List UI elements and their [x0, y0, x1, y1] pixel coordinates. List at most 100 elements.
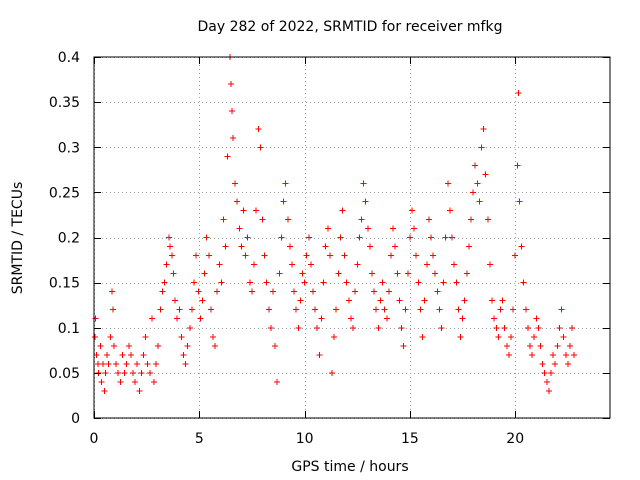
data-point-0-57 [197, 315, 204, 322]
data-point-0-58 [199, 297, 206, 304]
data-point-0-63 [209, 333, 216, 340]
data-point-0-169 [430, 252, 437, 259]
y-tick-label-2: 0.1 [58, 321, 80, 337]
data-point-0-149 [387, 252, 394, 259]
ticks-layer [94, 57, 610, 419]
data-point-0-69 [222, 243, 229, 250]
data-point-0-75 [232, 180, 239, 187]
y-tick-label-3: 0.15 [49, 276, 80, 292]
data-point-0-191 [476, 198, 483, 205]
data-point-0-226 [548, 369, 555, 376]
data-point-0-117 [320, 279, 327, 286]
data-point-0-56 [195, 288, 202, 295]
data-point-0-39 [161, 279, 168, 286]
data-point-0-72 [227, 81, 234, 88]
data-point-0-193 [480, 126, 487, 133]
data-point-0-228 [552, 360, 559, 367]
data-point-0-223 [541, 369, 548, 376]
data-point-0-135 [358, 216, 365, 223]
data-point-0-218 [531, 333, 538, 340]
data-point-0-80 [242, 252, 249, 259]
data-point-0-160 [411, 225, 418, 232]
data-point-0-196 [486, 261, 493, 268]
data-point-0-8 [101, 387, 108, 394]
data-point-0-105 [295, 324, 302, 331]
data-point-0-180 [453, 279, 460, 286]
data-point-0-126 [339, 207, 346, 214]
data-point-0-76 [234, 198, 241, 205]
data-point-0-214 [522, 306, 529, 313]
chart-title: Day 282 of 2022, SRMTID for receiver mfk… [198, 19, 503, 35]
data-point-0-74 [230, 135, 237, 142]
data-point-0-27 [136, 387, 143, 394]
data-point-0-208 [512, 252, 519, 259]
data-point-0-120 [326, 252, 333, 259]
data-point-0-229 [554, 342, 561, 349]
x-axis-tick-labels: 0 5 10 15 20 [90, 431, 525, 447]
data-point-0-221 [537, 342, 544, 349]
data-point-0-121 [328, 369, 335, 376]
data-point-0-12 [107, 333, 114, 340]
data-point-0-60 [203, 234, 210, 241]
data-point-0-25 [132, 378, 139, 385]
data-point-0-40 [163, 261, 170, 268]
data-point-0-231 [558, 306, 565, 313]
data-point-0-189 [472, 162, 479, 169]
data-point-0-92 [267, 324, 274, 331]
data-point-0-54 [191, 279, 198, 286]
data-point-0-207 [510, 306, 517, 313]
data-point-0-34 [151, 378, 158, 385]
data-point-0-211 [516, 198, 523, 205]
data-point-0-124 [335, 270, 342, 277]
data-point-0-161 [413, 252, 420, 259]
y-tick-label-7: 0.35 [49, 95, 80, 111]
data-point-0-187 [467, 216, 474, 223]
data-point-0-20 [121, 369, 128, 376]
data-point-0-61 [205, 252, 212, 259]
data-point-0-205 [505, 351, 512, 358]
data-point-0-47 [176, 306, 183, 313]
data-point-0-90 [263, 279, 270, 286]
x-tick-label-1: 5 [195, 431, 204, 447]
data-point-0-100 [284, 216, 291, 223]
data-point-0-30 [142, 333, 149, 340]
x-tick-label-2: 10 [296, 431, 314, 447]
data-point-0-73 [228, 108, 235, 115]
data-point-0-19 [119, 351, 126, 358]
data-point-0-171 [434, 288, 441, 295]
data-point-0-204 [503, 342, 510, 349]
data-point-0-31 [144, 360, 151, 367]
data-point-0-53 [188, 306, 195, 313]
data-point-0-144 [377, 297, 384, 304]
data-point-0-78 [238, 243, 245, 250]
data-point-0-158 [406, 234, 413, 241]
data-point-0-151 [392, 243, 399, 250]
data-point-0-97 [278, 234, 285, 241]
data-point-0-174 [440, 279, 447, 286]
data-point-0-123 [333, 306, 340, 313]
data-point-0-188 [470, 189, 477, 196]
data-point-0-197 [489, 297, 496, 304]
data-point-0-26 [134, 360, 141, 367]
data-point-0-119 [324, 225, 331, 232]
data-point-0-15 [111, 342, 118, 349]
data-point-0-220 [535, 324, 542, 331]
x-axis-label: GPS time / hours [291, 459, 408, 475]
data-point-0-217 [529, 351, 536, 358]
data-point-0-159 [409, 207, 416, 214]
data-point-0-157 [404, 270, 411, 277]
data-point-0-35 [153, 360, 160, 367]
y-axis-tick-labels: 0 0.05 0.1 0.15 0.2 0.25 0.3 0.35 0.4 [49, 50, 80, 427]
data-point-0-142 [373, 306, 380, 313]
data-point-0-10 [104, 351, 111, 358]
data-point-0-110 [305, 234, 312, 241]
data-point-0-23 [127, 351, 134, 358]
data-point-0-213 [520, 279, 527, 286]
data-point-0-45 [172, 297, 179, 304]
data-point-0-181 [455, 306, 462, 313]
y-tick-label-1: 0.05 [49, 366, 80, 382]
y-tick-label-5: 0.25 [49, 185, 80, 201]
data-point-0-190 [474, 180, 481, 187]
data-point-0-66 [216, 261, 223, 268]
